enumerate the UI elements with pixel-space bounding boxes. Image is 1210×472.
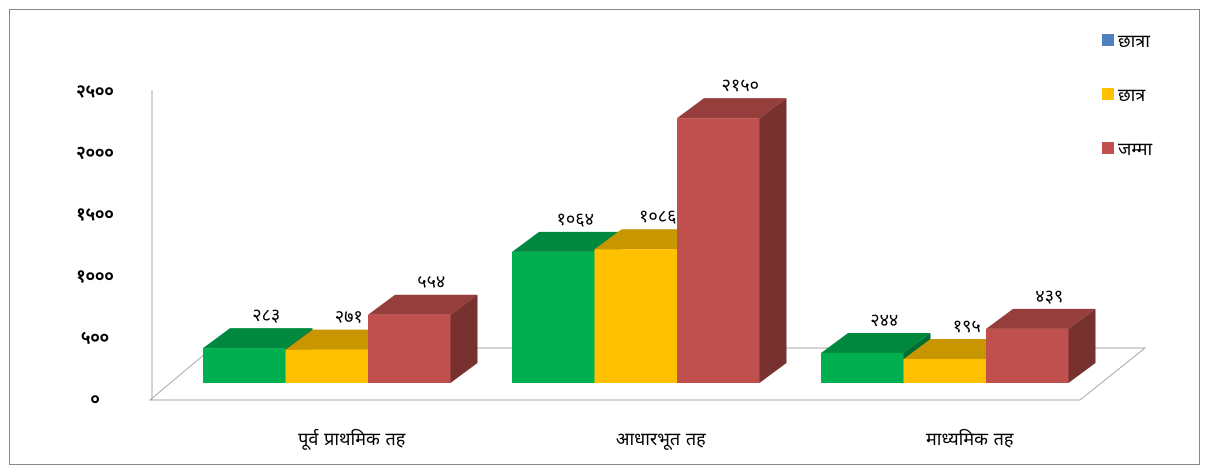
legend-swatch [1102, 34, 1114, 46]
bar-top [368, 294, 478, 315]
bar-front [285, 349, 368, 383]
x-tick-label: आधारभूत तह [616, 429, 706, 450]
data-label: १९५ [953, 316, 981, 337]
data-label: २७१ [335, 307, 363, 328]
bar-side [450, 294, 478, 383]
legend-label: छात्रा [1118, 31, 1150, 52]
legend-label: छात्र [1118, 85, 1146, 106]
x-tick-label: माध्यमिक तह [926, 428, 1014, 450]
y-tick-label: २५०० [76, 81, 113, 102]
data-label: २१५० [722, 75, 759, 96]
bar-side [1068, 308, 1096, 383]
y-tick-label: ५०० [81, 327, 109, 348]
y-tick-label: १५०० [76, 204, 113, 225]
bar-front [677, 118, 760, 384]
bar-front [368, 314, 451, 383]
data-label: १०६४ [557, 209, 594, 230]
bar-front [821, 352, 904, 383]
bar-top [512, 231, 622, 252]
data-label: ४३९ [1035, 286, 1063, 307]
bar-top [203, 328, 313, 349]
legend-swatch [1102, 142, 1114, 154]
bar-front [986, 328, 1069, 383]
bar-top [821, 332, 931, 353]
data-label: ५५४ [417, 272, 445, 293]
bar-front [903, 358, 986, 383]
legend-swatch [1102, 88, 1114, 100]
bar-top [594, 229, 704, 250]
bar-front [203, 348, 286, 383]
data-label: २४४ [870, 310, 898, 331]
bar-front [512, 251, 595, 383]
x-tick-label: पूर्व प्राथमिक तह [298, 428, 406, 450]
bar-side [759, 98, 787, 384]
bar-top [677, 98, 787, 119]
data-label: २८३ [252, 305, 280, 326]
legend-label: जम्मा [1118, 139, 1153, 160]
y-tick-label: १००० [76, 266, 113, 287]
bar [368, 294, 478, 383]
bar [821, 332, 931, 383]
data-label: १०८६ [639, 206, 676, 227]
floor [148, 347, 1147, 401]
bar-top [986, 308, 1096, 329]
y-tick-label: ० [90, 389, 99, 410]
bar [986, 308, 1096, 383]
bar-front [594, 249, 677, 383]
bar [677, 98, 787, 384]
y-tick-label: २००० [76, 143, 113, 164]
bar-top [903, 338, 1013, 359]
bar-top [285, 329, 395, 350]
